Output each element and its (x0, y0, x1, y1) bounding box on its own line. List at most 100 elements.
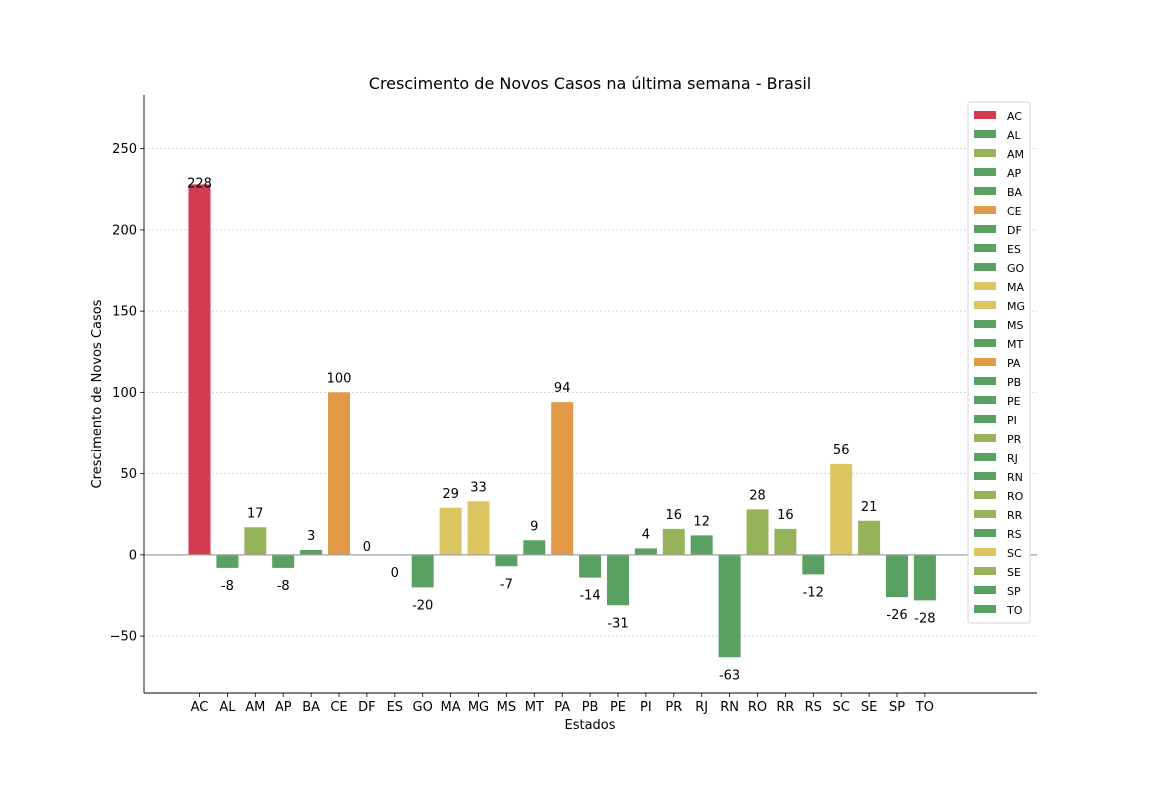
x-axis-title: Estados (564, 718, 615, 733)
legend-label-rj: RJ (1007, 452, 1018, 465)
data-label-to: -28 (914, 611, 935, 626)
x-tick-label-pe: PE (610, 700, 626, 715)
legend-label-df: DF (1007, 224, 1022, 237)
legend-label-go: GO (1007, 262, 1025, 275)
bar-pe (607, 554, 629, 606)
bar-to (913, 554, 936, 601)
x-tick-label-pb: PB (582, 700, 599, 715)
x-tick-label-ac: AC (191, 700, 209, 715)
bar-ms (495, 554, 518, 567)
bar-se (858, 520, 881, 555)
y-tick-label: 0 (129, 548, 137, 563)
legend-swatch-mg (974, 301, 996, 309)
x-tick-label-pi: PI (640, 700, 652, 715)
legend-swatch-ap (974, 168, 996, 176)
data-label-pr: 16 (666, 508, 683, 523)
legend-swatch-sc (974, 548, 996, 556)
x-tick-label-ce: CE (330, 700, 347, 715)
x-tick-label-es: ES (387, 700, 403, 715)
legend-label-sp: SP (1007, 585, 1021, 598)
y-axis-title: Crescimento de Novos Casos (90, 299, 105, 488)
legend-label-al: AL (1007, 129, 1022, 142)
x-tick-label-sp: SP (889, 700, 905, 715)
legend-swatch-pe (974, 396, 996, 404)
data-label-sc: 56 (833, 443, 850, 458)
bar-rs (802, 554, 825, 575)
data-label-pb: -14 (579, 589, 600, 604)
legend-swatch-rj (974, 453, 996, 461)
x-tick-label-ms: MS (497, 700, 516, 715)
legend-swatch-se (974, 567, 996, 575)
bar-ro (746, 509, 769, 555)
data-label-mt: 9 (530, 519, 538, 534)
legend-label-ma: MA (1007, 281, 1024, 294)
legend-swatch-rs (974, 529, 996, 537)
legend-label-ba: BA (1007, 186, 1023, 199)
data-label-mg: 33 (470, 480, 487, 495)
legend-label-sc: SC (1007, 547, 1022, 560)
data-label-ap: -8 (277, 579, 290, 594)
legend-swatch-pa (974, 358, 996, 366)
x-tick-label-ro: RO (748, 700, 767, 715)
data-label-rn: -63 (719, 668, 740, 683)
legend-label-pi: PI (1007, 414, 1017, 427)
legend-label-es: ES (1007, 243, 1021, 256)
data-label-pi: 4 (642, 527, 650, 542)
x-tick-label-ap: AP (275, 700, 292, 715)
y-tick-labels: −50 0 50 100 150 200 250 (110, 142, 144, 645)
bar-go (411, 554, 434, 588)
x-tick-label-am: AM (245, 700, 265, 715)
legend-swatch-pr (974, 434, 996, 442)
legend-swatch-ms (974, 320, 996, 328)
data-label-ms: -7 (500, 577, 513, 592)
legend-label-rs: RS (1007, 528, 1022, 541)
x-tick-label-df: DF (358, 700, 376, 715)
data-label-df: 0 (363, 540, 371, 555)
bar-al (216, 554, 239, 568)
bar-sc (830, 463, 853, 555)
data-label-se: 21 (861, 500, 878, 515)
data-label-sp: -26 (886, 608, 907, 623)
legend-swatch-pb (974, 377, 996, 385)
legend-swatch-es (974, 244, 996, 252)
bar-pi (634, 548, 657, 555)
legend-label-mg: MG (1007, 300, 1025, 313)
y-tick-label: −50 (110, 630, 137, 645)
legend-swatch-ac (974, 111, 996, 119)
bar-mg (467, 501, 490, 555)
x-tick-label-mg: MG (468, 700, 489, 715)
x-tick-label-to: TO (915, 700, 934, 715)
bar-ma (439, 507, 462, 555)
data-label-rs: -12 (803, 585, 824, 600)
bar-rj (690, 535, 713, 555)
legend-label-to: TO (1006, 604, 1023, 617)
data-label-rj: 12 (693, 514, 710, 529)
data-label-ma: 29 (442, 487, 459, 502)
x-tick-label-sc: SC (833, 700, 850, 715)
x-tick-label-pr: PR (665, 700, 682, 715)
legend-label-ms: MS (1007, 319, 1023, 332)
data-label-pe: -31 (607, 616, 628, 631)
bar-rn (718, 554, 741, 658)
chart-title: Crescimento de Novos Casos na última sem… (369, 74, 811, 93)
legend: AC AL AM AP BA CE DF ES GO MA MG MS MT PA PB PE PI PR RJ RN… (967, 101, 1031, 624)
legend-label-ap: AP (1007, 167, 1022, 180)
bar-am (244, 527, 267, 555)
legend-label-pa: PA (1007, 357, 1021, 370)
y-tick-label: 100 (112, 386, 137, 401)
legend-swatch-am (974, 149, 996, 157)
x-tick-labels: AC AL AM AP BA CE DF ES GO MA MG MS MT PA PB PE PI PR RJ RN… (191, 693, 934, 715)
legend-swatch-ma (974, 282, 996, 290)
legend-label-ce: CE (1007, 205, 1022, 218)
x-tick-label-al: AL (219, 700, 236, 715)
data-label-am: 17 (247, 506, 264, 521)
data-label-ba: 3 (307, 529, 315, 544)
x-tick-label-rr: RR (776, 700, 794, 715)
legend-label-mt: MT (1007, 338, 1023, 351)
bar-pb (579, 554, 602, 578)
legend-swatch-to (974, 605, 996, 613)
legend-swatch-df (974, 225, 996, 233)
x-tick-label-rj: RJ (695, 700, 708, 715)
legend-swatch-al (974, 130, 996, 138)
